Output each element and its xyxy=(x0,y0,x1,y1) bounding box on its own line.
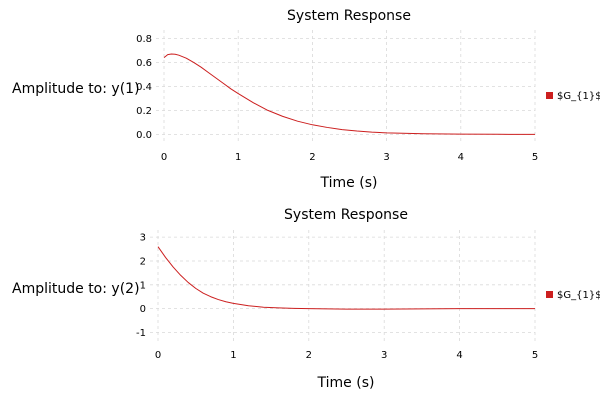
chart-2-ytick-label: -1 xyxy=(136,328,146,339)
chart-2-legend-label: $G_{1}$ xyxy=(557,290,600,301)
chart-1-xtick-label: 0 xyxy=(161,152,167,163)
chart-2-xtick-label: 5 xyxy=(532,350,538,361)
chart-1-ylabel: Amplitude to: y(1) xyxy=(12,81,140,97)
plot-layer: 0 1 2 3 4 5 0.0 0.2 0.4 0.6 0.8 $G_{1}$ 0 1 2 3 4 5 -1 0 1 2 3… xyxy=(136,30,600,361)
chart-1-ytick-label: 0.0 xyxy=(136,130,152,141)
chart-1-xtick-label: 2 xyxy=(309,152,315,163)
chart-2-xtick-label: 0 xyxy=(155,350,161,361)
chart-2-legend-swatch xyxy=(546,291,553,298)
chart-1-ytick-label: 0.2 xyxy=(136,106,152,117)
chart-2-ytick-label: 3 xyxy=(140,233,146,244)
chart-2-xtick-label: 4 xyxy=(456,350,462,361)
chart-1-xtick-label: 3 xyxy=(383,152,389,163)
chart-1-ytick-label: 0.6 xyxy=(136,58,152,69)
chart-1-legend-label: $G_{1}$ xyxy=(557,91,600,102)
chart-2-ytick-label: 2 xyxy=(140,256,146,267)
chart-1-ytick-label: 0.4 xyxy=(136,82,152,93)
chart-1-xtick-label: 4 xyxy=(458,152,464,163)
chart-1-legend-swatch xyxy=(546,92,553,99)
chart-2-xtick-label: 3 xyxy=(381,350,387,361)
chart-1-series-line xyxy=(163,53,536,135)
chart-1-xlabel: Time (s) xyxy=(320,175,378,191)
chart-2-ytick-label: 0 xyxy=(140,304,146,315)
chart-1-ytick-label: 0.8 xyxy=(136,34,152,45)
chart-1-title: System Response xyxy=(287,8,411,24)
chart-2-xtick-label: 1 xyxy=(230,350,236,361)
chart-1-xtick-label: 1 xyxy=(235,152,241,163)
chart-2-title: System Response xyxy=(284,207,408,223)
chart-1-xtick-label: 5 xyxy=(532,152,538,163)
chart-2-xlabel: Time (s) xyxy=(317,375,375,391)
chart-2-xtick-label: 2 xyxy=(306,350,312,361)
chart-2-ylabel: Amplitude to: y(2) xyxy=(12,281,140,297)
chart-2-ytick-label: 1 xyxy=(140,280,146,291)
chart-2-series-line xyxy=(157,246,535,310)
